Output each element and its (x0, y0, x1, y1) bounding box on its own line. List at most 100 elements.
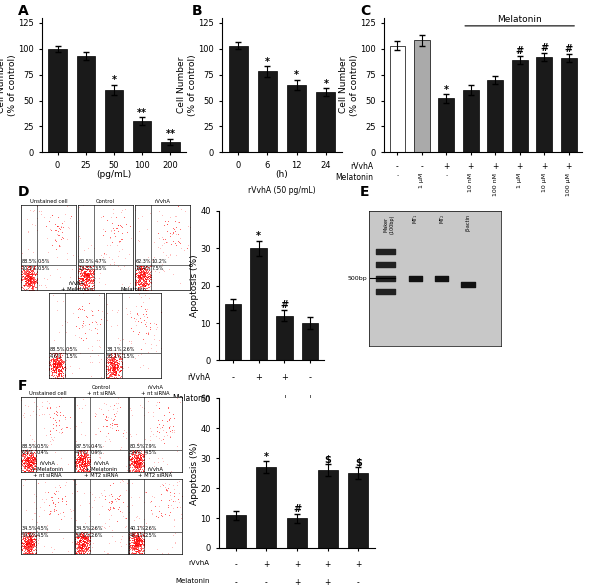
Point (53, 509, 63, 519)
Point (26, 278, 35, 287)
Point (135, 278, 145, 287)
Point (41, 221, 51, 230)
Point (83, 344, 93, 353)
Point (77, 533, 87, 542)
Point (32, 392, 41, 401)
Point (125, 454, 135, 464)
Point (105, 232, 115, 241)
Point (20, 537, 30, 547)
Point (87, 268, 97, 278)
Point (131, 458, 140, 468)
Point (55, 408, 65, 417)
Point (19, 533, 28, 543)
Point (101, 370, 111, 379)
Text: -: - (235, 578, 237, 586)
Point (135, 541, 145, 550)
Point (73, 460, 82, 469)
Point (139, 460, 149, 469)
Point (85, 464, 95, 473)
Point (136, 539, 145, 548)
Point (46, 373, 56, 382)
Point (130, 543, 140, 552)
Point (28, 267, 37, 276)
Point (143, 284, 152, 293)
Point (139, 277, 149, 286)
Point (25, 537, 35, 546)
Point (77, 448, 86, 458)
Point (104, 350, 113, 359)
Point (130, 353, 139, 363)
Point (47, 370, 56, 380)
Point (80, 536, 90, 546)
Point (136, 270, 145, 279)
Point (76, 455, 86, 465)
Point (56, 358, 65, 367)
Point (20, 536, 30, 546)
Point (82, 548, 92, 558)
Point (72, 451, 82, 460)
Point (131, 544, 140, 554)
Point (82, 445, 91, 455)
Point (24, 280, 34, 289)
Point (31, 451, 41, 460)
Point (54, 524, 64, 534)
Point (161, 486, 171, 495)
Point (116, 365, 126, 374)
Point (79, 281, 88, 291)
Point (140, 281, 150, 290)
Point (84, 272, 94, 282)
Point (175, 234, 185, 243)
Point (32, 274, 42, 284)
Point (83, 458, 93, 468)
Point (31, 537, 41, 546)
Point (16, 202, 26, 212)
Point (129, 528, 139, 537)
Point (143, 272, 153, 281)
Point (23, 279, 32, 288)
Point (110, 363, 120, 372)
Point (133, 282, 143, 292)
Point (25, 277, 35, 287)
Point (106, 349, 116, 358)
Point (85, 516, 95, 525)
Point (132, 537, 142, 547)
Point (23, 455, 33, 464)
Point (136, 451, 145, 460)
Point (114, 339, 124, 349)
Point (82, 453, 92, 462)
Point (22, 460, 32, 469)
Point (127, 449, 137, 458)
Point (21, 539, 31, 548)
Point (20, 534, 30, 543)
Point (25, 269, 35, 278)
Point (111, 372, 121, 381)
Point (110, 494, 120, 503)
Point (27, 282, 37, 292)
Point (16, 537, 26, 546)
Point (107, 364, 117, 373)
Point (140, 282, 150, 291)
Text: 1.5%: 1.5% (66, 354, 78, 359)
Point (24, 546, 34, 555)
Point (131, 539, 140, 548)
Point (88, 275, 98, 284)
Point (135, 264, 145, 274)
Point (131, 541, 140, 551)
Point (88, 261, 98, 270)
Point (25, 543, 35, 552)
Point (53, 369, 62, 378)
Point (30, 454, 40, 463)
Point (146, 270, 156, 280)
Point (132, 446, 142, 455)
Point (80, 275, 90, 284)
Point (28, 268, 38, 278)
Point (52, 230, 62, 239)
Point (46, 542, 56, 551)
Point (53, 231, 63, 240)
Point (73, 266, 83, 275)
Point (26, 456, 36, 465)
Point (172, 481, 181, 490)
Point (56, 393, 66, 402)
Point (116, 362, 125, 371)
Point (55, 508, 64, 517)
